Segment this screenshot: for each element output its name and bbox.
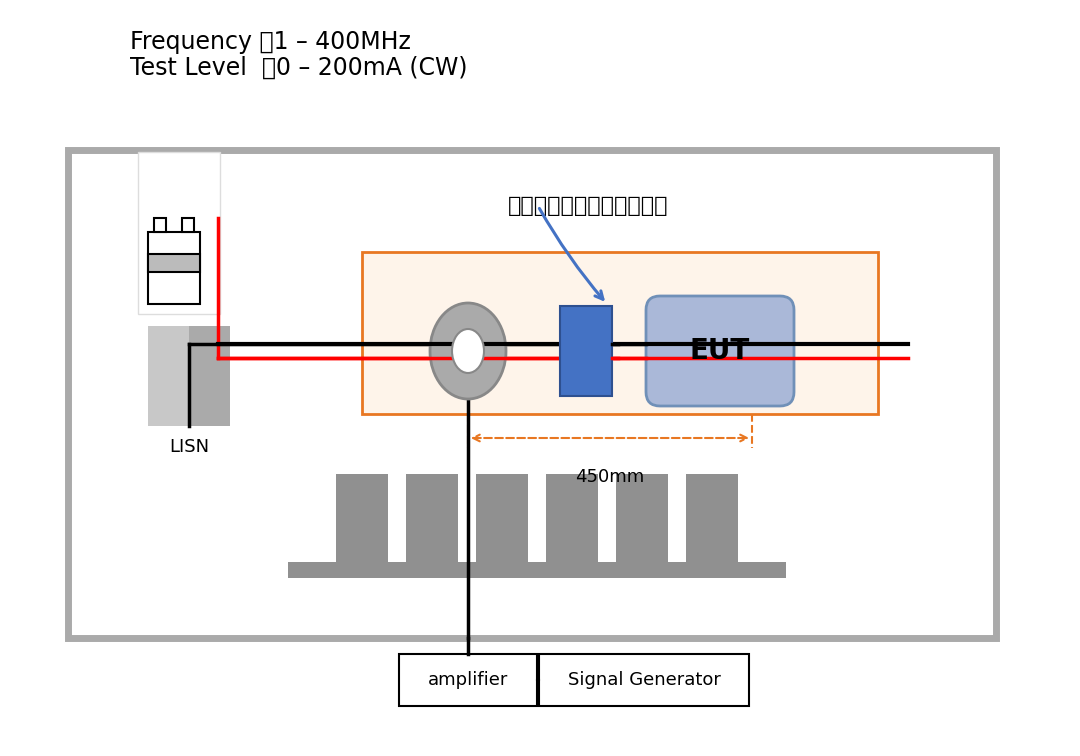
Text: EUT: EUT xyxy=(690,337,751,365)
Text: LISN: LISN xyxy=(168,438,210,456)
Bar xyxy=(68,150,996,638)
Bar xyxy=(154,218,166,232)
Bar xyxy=(616,474,669,562)
Bar xyxy=(476,474,528,562)
Text: Test Level  ：0 – 200mA (CW): Test Level ：0 – 200mA (CW) xyxy=(130,56,468,80)
Bar xyxy=(148,253,200,271)
FancyBboxPatch shape xyxy=(646,296,794,406)
Bar xyxy=(362,252,878,414)
Bar xyxy=(336,474,388,562)
Bar xyxy=(148,326,189,426)
Text: Frequency ：1 – 400MHz: Frequency ：1 – 400MHz xyxy=(130,30,410,54)
Text: amplifier: amplifier xyxy=(428,671,509,689)
Text: 安装了共模拼流线圈的基板: 安装了共模拼流线圈的基板 xyxy=(508,196,669,216)
Bar xyxy=(406,474,458,562)
Bar xyxy=(189,326,230,426)
Ellipse shape xyxy=(453,329,484,373)
Bar xyxy=(686,474,738,562)
Text: 450mm: 450mm xyxy=(576,468,645,486)
Bar xyxy=(288,562,786,578)
Bar xyxy=(148,232,200,304)
Ellipse shape xyxy=(430,303,507,399)
Text: Signal Generator: Signal Generator xyxy=(568,671,720,689)
Bar xyxy=(539,654,750,706)
Bar xyxy=(399,654,537,706)
Bar xyxy=(561,306,612,396)
Bar xyxy=(183,218,194,232)
Bar xyxy=(138,152,220,314)
Bar xyxy=(546,474,598,562)
